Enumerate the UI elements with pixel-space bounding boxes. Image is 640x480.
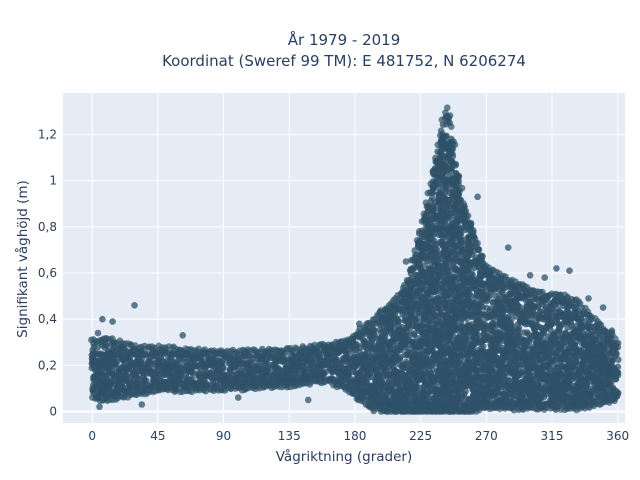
- data-point: [468, 270, 476, 277]
- data-point: [480, 342, 487, 350]
- data-point: [189, 370, 196, 377]
- data-points: [88, 104, 622, 415]
- data-point: [103, 342, 111, 350]
- chart-title-line-1: År 1979 - 2019: [288, 30, 401, 49]
- chart-title-line-2: Koordinat (Sweref 99 TM): E 481752, N 62…: [162, 52, 526, 70]
- data-point: [220, 364, 227, 372]
- data-point: [515, 324, 523, 332]
- data-point: [449, 152, 457, 160]
- data-point: [119, 383, 126, 391]
- data-point: [123, 372, 130, 379]
